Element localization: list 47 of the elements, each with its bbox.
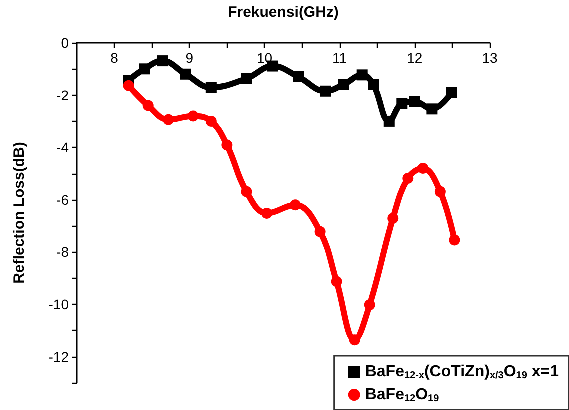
point (206, 116, 217, 127)
point (331, 276, 342, 288)
point (222, 140, 233, 151)
point (163, 114, 174, 126)
y-tick-label: 0 (61, 35, 70, 51)
point (449, 234, 460, 246)
point (290, 200, 302, 211)
point (293, 72, 304, 82)
point (188, 110, 199, 122)
y-axis-title: Reflection Loss(dB) (11, 142, 28, 284)
point (206, 82, 217, 94)
point (409, 96, 420, 108)
point (241, 186, 252, 198)
point (426, 104, 438, 115)
x-tick-label: 12 (407, 50, 423, 66)
point (434, 186, 446, 198)
point (402, 172, 414, 184)
y-tick-label: -4 (56, 140, 70, 156)
y-tick-label: -8 (56, 244, 70, 260)
y-tick-label: -10 (48, 296, 70, 313)
x-tick-label: 8 (110, 50, 119, 66)
point (314, 226, 326, 238)
point (157, 56, 168, 67)
point (384, 116, 395, 127)
y-tick-label: -12 (48, 348, 70, 365)
point (320, 86, 332, 97)
point (368, 79, 380, 90)
point (446, 87, 458, 98)
y-tick-label: -2 (56, 87, 70, 104)
x-tick-label: 11 (332, 50, 348, 66)
point (349, 334, 360, 346)
point (418, 163, 429, 174)
point (180, 68, 192, 80)
point (356, 70, 368, 81)
x-tick-label: 13 (482, 50, 498, 66)
point (261, 208, 272, 220)
point (241, 73, 252, 84)
point (139, 64, 150, 75)
point (396, 98, 408, 110)
x-tick-label: 9 (186, 50, 194, 66)
x-axis-title: Frekuensi(GHz) (228, 4, 339, 21)
point (388, 212, 399, 224)
y-tick-label: -6 (56, 192, 70, 208)
point (338, 79, 350, 90)
point (364, 300, 376, 311)
point (142, 100, 154, 112)
point (123, 80, 134, 92)
